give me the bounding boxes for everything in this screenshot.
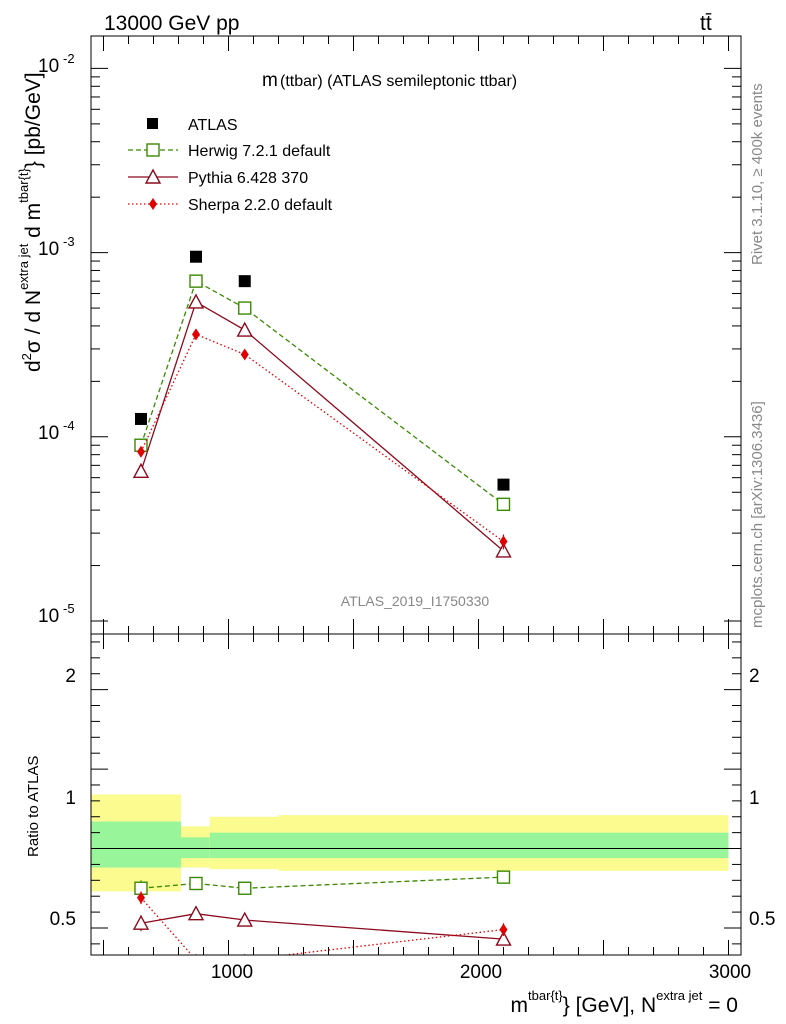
sherpa-data-point [192,328,200,341]
legend-atlas: ATLAS [147,117,238,134]
ytick-label-1e-4: 10 -4 [38,418,75,444]
main-y-axis-label: d2σ / d Nextra jet d mtbar{t}} [pb/GeV] [16,72,45,372]
atlas-data-point [190,250,202,263]
sherpa-ratio-point [137,891,145,904]
pythia-ratio-line [140,913,504,940]
herwig-ratio-point [496,870,511,884]
ratio-ytick-05-left: 0.5 [50,909,76,930]
main-title-prefix: m [262,70,278,91]
ratio-ytick-2-left: 2 [65,666,76,687]
herwig-ratio-point [189,876,203,891]
sherpa-data-point [499,535,508,548]
sherpa-data-point [137,445,145,458]
svg-text:10: 10 [38,239,59,260]
ratio-ytick-2-right: 2 [749,666,760,687]
energy-label: 13000 GeV pp [104,12,239,35]
ratio-data-layer [132,870,512,955]
ratio-y-axis-label: Ratio to ATLAS [25,756,42,857]
ratio-axis-ticks [91,634,741,955]
legend-pythia: Pythia 6.428 370 [128,168,308,187]
ratio-panel: 2 1 0.5 2 1 0.5 Ratio to ATLAS 1000 2000… [25,633,775,1017]
analysis-label: ATLAS_2019_I1750330 [341,593,490,609]
ytick-label-1e-3: 10 -3 [38,234,75,260]
pythia-data-point [236,321,253,337]
svg-text:-4: -4 [63,418,75,433]
pythia-ratio-point [495,930,512,946]
svg-text:10: 10 [38,423,59,444]
main-axis-ticks [91,36,741,634]
legend-atlas-marker [147,118,158,129]
legend-sherpa-marker [149,198,157,210]
main-title: (ttbar) (ATLAS semileptonic ttbar) [280,73,517,90]
rivet-label: Rivet 3.1.10, ≥ 400k events [749,83,766,265]
ratio-band-inner [209,832,279,859]
atlas-data-point [135,412,147,425]
sherpa-ratio-point [499,923,508,936]
legend: ATLAS Herwig 7.2.1 default Pythia 6.428 … [128,117,333,214]
legend-atlas-label: ATLAS [188,117,238,134]
atlas-data-point [497,478,510,491]
pythia-ratio-point [236,911,253,927]
pythia-data-point [187,293,205,309]
legend-herwig-marker [146,143,160,157]
legend-sherpa-label: Sherpa 2.2.0 default [188,197,333,214]
legend-pythia-label: Pythia 6.428 370 [188,170,308,187]
svg-text:-3: -3 [63,234,75,249]
sherpa-ratio-line [140,897,504,955]
pythia-line [140,300,504,552]
xtick-label-2000: 2000 [460,962,502,983]
pythia-ratio-point [187,905,205,921]
ratio-panel-frame [90,633,742,956]
sherpa-line [140,333,504,543]
ratio-uncertainty-bands [91,794,729,892]
herwig-data-point [238,301,252,315]
pythia-data-point [495,542,512,558]
site-label: mcplots.cern.ch [arXiv:1306.3436] [749,401,766,628]
xtick-label-1000: 1000 [211,962,253,983]
herwig-ratio-line [140,876,504,889]
ratio-band-inner [181,837,210,859]
svg-text:10: 10 [38,606,59,627]
ratio-band-inner [278,832,729,859]
herwig-ratio-point [238,881,252,895]
ratio-band-inner [91,821,181,868]
legend-herwig: Herwig 7.2.1 default [128,143,331,160]
svg-text:-2: -2 [63,51,75,66]
ytick-label-1e-2: 10 -2 [38,51,75,77]
legend-herwig-label: Herwig 7.2.1 default [188,143,331,160]
svg-text:mtbar{t}} [GeV], Nextra jet =: mtbar{t}} [GeV], Nextra jet = 0 [511,988,738,1017]
svg-text:d2σ / d Nextra jet d mtbar{t}}: d2σ / d Nextra jet d mtbar{t}} [pb/GeV] [16,72,45,372]
xtick-label-3000: 3000 [709,962,751,983]
x-axis-label: mtbar{t}} [GeV], Nextra jet = 0 [511,988,738,1017]
svg-text:-5: -5 [63,601,75,616]
herwig-line [140,280,504,505]
sherpa-ratio-point [195,953,197,955]
main-y-tick-labels: 10 -2 10 -3 10 -4 10 -5 [38,51,75,627]
ratio-ytick-1-left: 1 [65,788,76,809]
atlas-data-point [238,275,251,288]
legend-pythia-marker [144,168,162,184]
ytick-label-1e-5: 10 -5 [38,601,75,627]
main-panel: m (ttbar) (ATLAS semileptonic ttbar) ATL… [16,35,742,635]
process-label: tt̄ [700,12,712,35]
herwig-data-point [189,274,203,288]
pythia-ratio-point [132,914,150,930]
pythia-data-point [132,462,150,478]
legend-sherpa: Sherpa 2.2.0 default [128,197,333,214]
ratio-ytick-05-right: 0.5 [749,909,775,930]
svg-text:10: 10 [38,56,59,77]
sherpa-data-point [240,348,249,361]
herwig-data-point [496,497,511,512]
ratio-ytick-1-right: 1 [749,788,760,809]
main-data-layer [132,250,512,558]
